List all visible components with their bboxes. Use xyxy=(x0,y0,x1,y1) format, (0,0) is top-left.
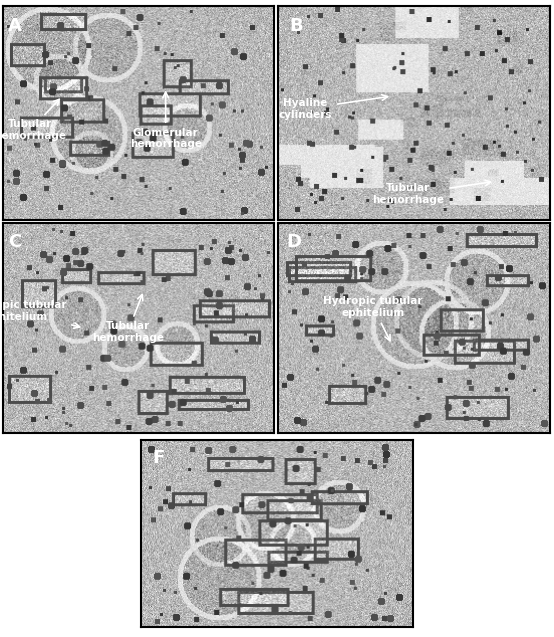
Text: A: A xyxy=(8,17,22,35)
Text: B: B xyxy=(289,17,302,35)
Text: Tubular
hemorrhage: Tubular hemorrhage xyxy=(91,294,163,343)
Text: Tubular
hemorrhage: Tubular hemorrhage xyxy=(372,180,491,205)
Text: Hydropic tubular
ephitelium: Hydropic tubular ephitelium xyxy=(0,301,80,328)
Text: Hydropic tubular
ephitelium: Hydropic tubular ephitelium xyxy=(324,296,423,341)
Text: D: D xyxy=(286,234,301,252)
Text: F: F xyxy=(152,449,165,467)
Text: Hyaline
cylinders: Hyaline cylinders xyxy=(279,95,388,120)
Text: Tubular
hemorrhage: Tubular hemorrhage xyxy=(0,99,66,141)
Text: C: C xyxy=(8,234,22,252)
Text: Glomerular
hemorrhage: Glomerular hemorrhage xyxy=(130,92,202,150)
